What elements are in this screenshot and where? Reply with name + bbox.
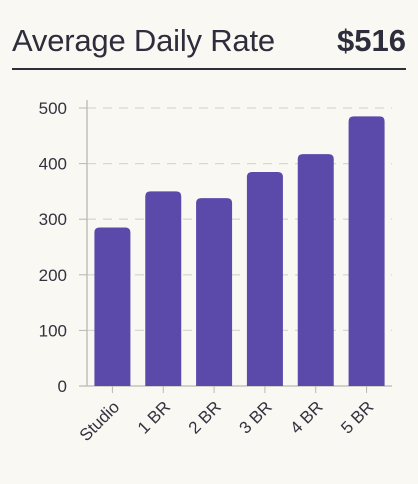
x-tick-label: 2 BR <box>185 397 225 437</box>
bar-4-br <box>297 154 334 386</box>
x-tick-label: 5 BR <box>337 397 377 437</box>
headline-value: $516 <box>337 23 406 58</box>
grid-layer <box>79 100 392 387</box>
bar-5-br <box>348 116 385 386</box>
y-tick-label: 400 <box>39 155 67 174</box>
bar-1-br <box>145 191 182 386</box>
bars-layer <box>94 116 385 386</box>
y-axis-ticks: 0 100 200 300 400 500 <box>39 99 87 396</box>
x-axis-ticks: Studio 1 BR 2 BR 3 BR 4 BR 5 BR <box>76 386 377 445</box>
chart-header: Average Daily Rate $516 <box>12 14 406 70</box>
y-tick-label: 0 <box>58 377 67 396</box>
x-tick-label: 1 BR <box>134 397 174 437</box>
x-tick-label: Studio <box>76 397 124 445</box>
y-tick-label: 300 <box>39 210 67 229</box>
y-tick-label: 100 <box>39 321 67 340</box>
y-tick-label: 200 <box>39 266 67 285</box>
bar-2-br <box>196 198 233 386</box>
x-tick-label: 4 BR <box>286 397 326 437</box>
y-tick-label: 500 <box>39 99 67 118</box>
chart-title: Average Daily Rate <box>12 23 275 58</box>
x-tick-label: 3 BR <box>236 397 276 437</box>
bar-studio <box>94 227 131 386</box>
bar-3-br <box>246 171 283 386</box>
